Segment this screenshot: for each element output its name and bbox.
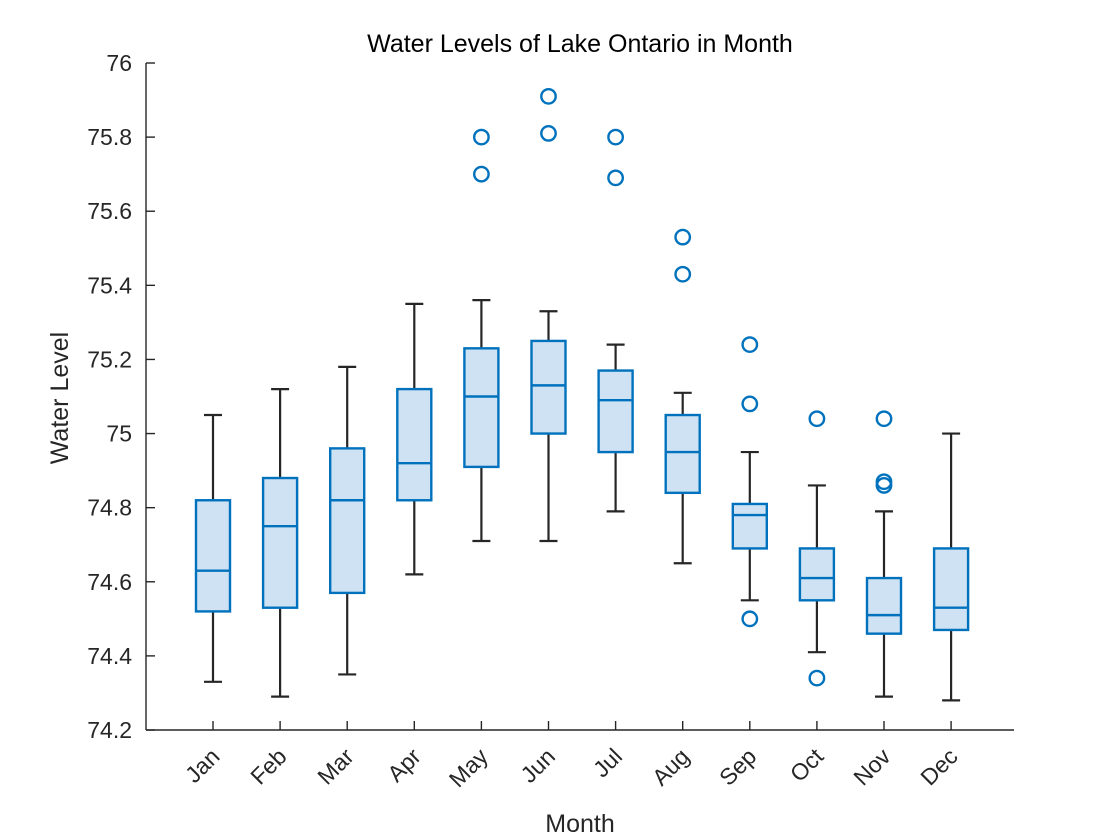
box-group-jan [194,413,232,683]
box-iqr [261,476,299,609]
outlier-point [674,265,692,283]
x-tick-label-sep: Sep [714,743,761,790]
box-iqr [731,502,768,550]
outlier-point [808,410,826,428]
outlier-point [875,473,893,491]
outlier-point [875,410,893,428]
x-tick-label-jan: Jan [180,743,225,788]
chart-title: Water Levels of Lake Ontario in Month [367,30,793,58]
box-group-nov [865,510,903,698]
box-iqr [798,547,836,602]
outlier-point [741,336,759,354]
x-tick-label-may: May [444,743,493,792]
box-group-jun [530,310,567,543]
y-tick-label: 75 [106,421,132,447]
y-tick-label: 74.8 [87,495,132,521]
y-tick-label: 76 [106,50,132,76]
outlier-point [674,228,692,246]
outliers-layer [472,87,893,687]
box-group-may [463,299,500,543]
outlier-point [607,128,624,146]
box-iqr [463,347,500,469]
y-tick-label: 75.8 [87,124,132,150]
y-tick-label: 74.2 [87,717,132,743]
x-tick-label-aug: Aug [647,743,694,790]
y-tick-label: 75.2 [87,346,132,372]
box-group-dec [932,432,970,702]
box-iqr [396,387,433,502]
outlier-point [741,395,759,413]
box-group-feb [261,387,299,698]
box-group-jul [597,343,634,513]
x-tick-label-dec: Dec [915,743,962,790]
x-tick-label-jun: Jun [515,743,560,788]
y-tick-label: 74.6 [87,569,132,595]
outlier-point [472,128,490,146]
x-tick-label-apr: Apr [382,743,426,787]
box-iqr [329,447,366,595]
axes-layer [145,63,1014,731]
outlier-point [540,87,557,105]
outlier-point [540,125,557,142]
box-group-mar [329,365,366,676]
outlier-point [808,669,826,687]
box-iqr [530,339,567,435]
y-axis-label: Water Level [46,332,74,464]
x-tick-label-nov: Nov [848,743,896,791]
box-iqr [664,413,701,495]
boxes-layer [194,299,970,702]
outlier-point [607,169,624,187]
box-iqr [194,499,232,613]
box-group-sep [731,450,768,602]
box-iqr [597,369,634,454]
box-group-oct [798,484,836,654]
x-tick-label-oct: Oct [785,743,829,787]
x-tick-label-feb: Feb [245,743,291,789]
outlier-point [472,165,490,183]
box-group-apr [396,302,433,576]
y-tick-label: 75.4 [87,272,132,298]
x-tick-label-mar: Mar [312,743,359,790]
y-tick-label: 75.6 [87,198,132,224]
box-group-aug [664,391,701,565]
outlier-point [741,610,759,628]
y-tick-label: 74.4 [87,643,132,669]
x-tick-label-jul: Jul [588,743,627,782]
box-iqr [932,547,970,632]
x-axis-label: Month [545,810,614,838]
box-iqr [865,576,903,635]
